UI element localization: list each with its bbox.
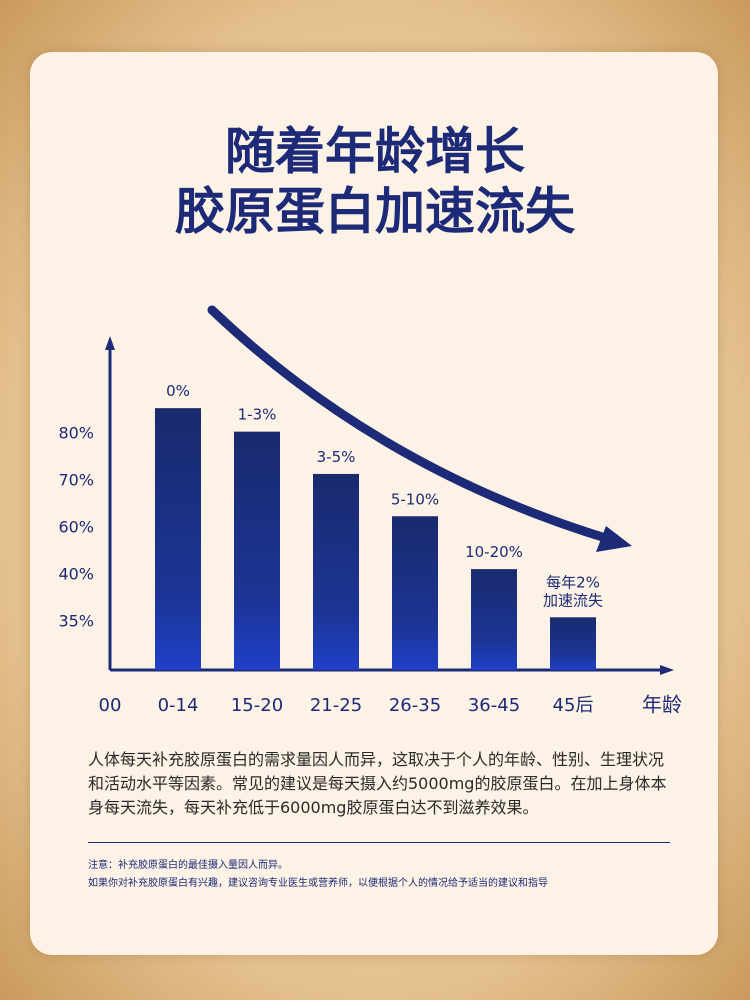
x-tick-label: 45后 bbox=[553, 695, 594, 716]
title-line: 随着年龄增长 bbox=[225, 123, 525, 181]
x-tick-label: 26-35 bbox=[389, 695, 441, 716]
y-tick-label: 40% bbox=[58, 565, 94, 584]
bar bbox=[155, 408, 201, 670]
y-axis-arrow bbox=[105, 336, 115, 350]
y-tick-label: 60% bbox=[58, 518, 94, 537]
x-axis-arrow bbox=[660, 665, 674, 675]
bar-label: 0% bbox=[166, 382, 190, 400]
origin-label: 00 bbox=[99, 695, 122, 716]
bar-label: 3-5% bbox=[317, 448, 356, 466]
y-tick-label: 70% bbox=[58, 471, 94, 490]
bar bbox=[392, 516, 438, 670]
bar-label: 10-20% bbox=[465, 543, 523, 561]
trend-arrow bbox=[207, 305, 617, 545]
note: 如果你对补充胶原蛋白有兴趣，建议咨询专业医生或营养师，以便根据个人的情况给予适当… bbox=[88, 878, 548, 889]
bar bbox=[313, 473, 359, 670]
bar-label: 1-3% bbox=[238, 406, 277, 424]
trend-arrow-head bbox=[596, 526, 632, 552]
x-tick-label: 21-25 bbox=[310, 695, 362, 716]
bar-label: 5-10% bbox=[391, 490, 439, 508]
bar-label: 每年2%加速流失 bbox=[543, 573, 603, 609]
paragraph: 人体每天补充胶原蛋白的需求量因人而异，这取决于个人的年龄、性别、生理状况和活动水… bbox=[88, 750, 667, 817]
bar bbox=[234, 431, 280, 670]
note: 注意：补充胶原蛋白的最佳摄入量因人而异。 bbox=[88, 860, 288, 871]
y-tick-label: 80% bbox=[58, 424, 94, 443]
bar bbox=[471, 569, 517, 670]
y-tick-label: 35% bbox=[58, 612, 94, 631]
x-axis-label: 年龄 bbox=[642, 693, 682, 717]
x-tick-label: 15-20 bbox=[231, 695, 283, 716]
bar bbox=[550, 617, 596, 670]
card bbox=[30, 52, 718, 955]
x-tick-label: 0-14 bbox=[158, 695, 199, 716]
x-tick-label: 36-45 bbox=[468, 695, 520, 716]
title-line: 胶原蛋白加速流失 bbox=[175, 183, 576, 241]
divider bbox=[88, 842, 670, 843]
